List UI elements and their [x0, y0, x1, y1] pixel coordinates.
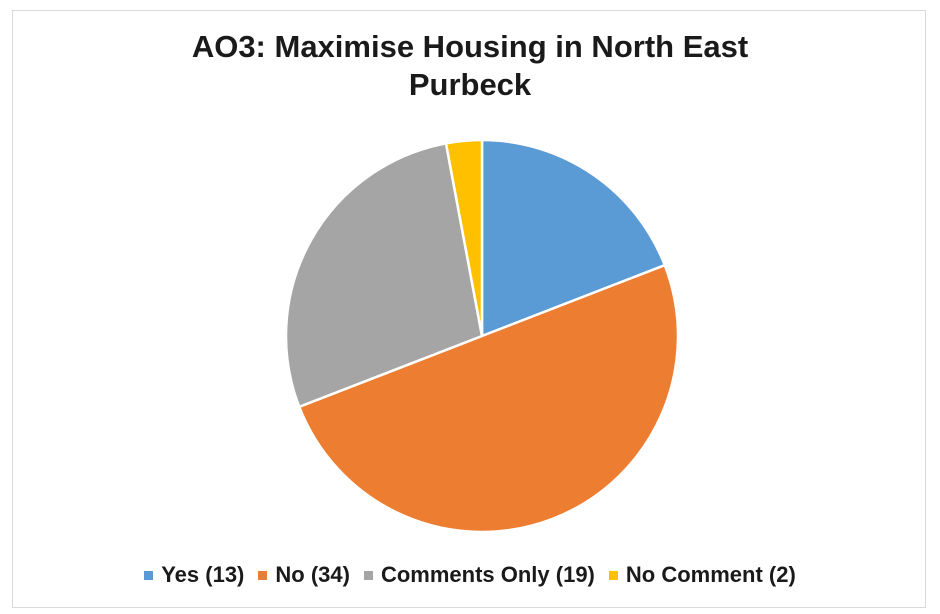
chart-title-line-2: Purbeck — [408, 67, 532, 102]
legend-swatch-no-comment — [608, 570, 618, 580]
legend-swatch-yes — [144, 570, 154, 580]
pie-slice-comments-only — [284, 141, 484, 409]
chart-title: AO3: Maximise Housing in North East Purb… — [0, 28, 940, 104]
legend: Yes (13) No (34) Comments Only (19) No C… — [0, 562, 940, 588]
legend-item-comments-only: Comments Only (19) — [363, 562, 595, 588]
legend-swatch-comments-only — [363, 570, 373, 580]
legend-label-yes: Yes (13) — [161, 562, 245, 587]
legend-item-no: No (34) — [258, 562, 350, 588]
legend-item-yes: Yes (13) — [144, 562, 244, 588]
pie-slice-no — [297, 263, 680, 534]
legend-item-no-comment: No Comment (2) — [608, 562, 796, 588]
legend-label-comments-only: Comments Only (19) — [380, 562, 595, 587]
legend-label-no: No (34) — [275, 562, 350, 587]
chart-title-line-1: AO3: Maximise Housing in North East — [191, 29, 749, 64]
legend-swatch-no — [258, 570, 268, 580]
pie-slice-no-comment — [444, 138, 484, 337]
legend-label-no-comment: No Comment (2) — [625, 562, 796, 587]
pie-slice-yes — [480, 138, 667, 338]
